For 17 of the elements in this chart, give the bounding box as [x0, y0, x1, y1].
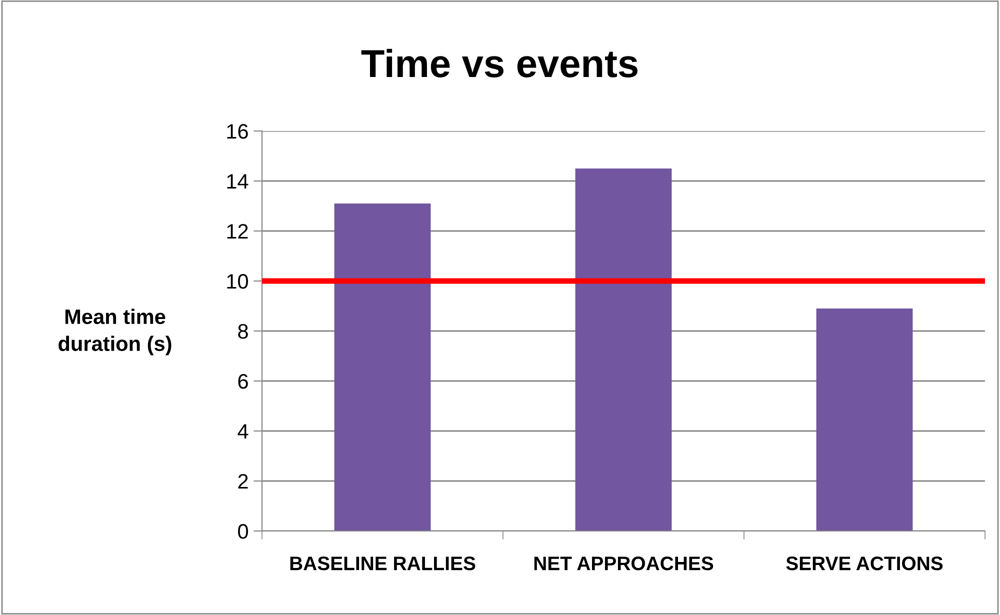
y-tick-label: 8: [238, 324, 248, 339]
bar: [334, 204, 431, 531]
chart-title: Time vs events: [361, 48, 638, 78]
y-tick-label: 12: [227, 224, 248, 239]
y-tick-label: 14: [227, 174, 248, 189]
y-tick-label: 2: [238, 474, 248, 489]
y-tick-label: 10: [227, 274, 248, 289]
bar: [575, 168, 672, 531]
y-tick-label: 16: [227, 124, 248, 139]
bar: [816, 308, 913, 531]
y-tick-label: 6: [238, 374, 248, 389]
y-axis-title: Mean time duration (s): [58, 308, 172, 356]
x-tick-label: SERVE ACTIONS: [786, 556, 943, 570]
x-tick-label: BASELINE RALLIES: [290, 556, 476, 570]
y-tick-label: 4: [238, 424, 248, 439]
y-tick-label: 0: [238, 524, 248, 539]
x-tick-label: NET APPROACHES: [534, 556, 714, 570]
